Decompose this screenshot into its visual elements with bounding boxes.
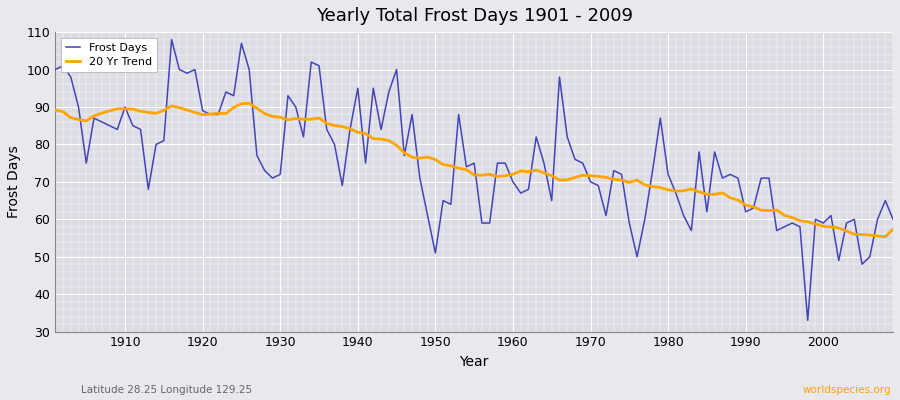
Text: worldspecies.org: worldspecies.org [803, 385, 891, 395]
Line: Frost Days: Frost Days [55, 40, 893, 320]
Line: 20 Yr Trend: 20 Yr Trend [55, 103, 893, 237]
Text: Latitude 28.25 Longitude 129.25: Latitude 28.25 Longitude 129.25 [81, 385, 252, 395]
20 Yr Trend [887, 227, 898, 232]
Title: Yearly Total Frost Days 1901 - 2009: Yearly Total Frost Days 1901 - 2009 [316, 7, 633, 25]
20 Yr Trend [880, 234, 891, 239]
X-axis label: Year: Year [460, 355, 489, 369]
20 Yr Trend [244, 101, 255, 106]
Y-axis label: Frost Days: Frost Days [7, 146, 21, 218]
20 Yr Trend [508, 172, 518, 176]
20 Yr Trend [50, 108, 60, 112]
20 Yr Trend [112, 106, 122, 111]
20 Yr Trend [516, 168, 526, 173]
Frost Days [508, 180, 518, 184]
Frost Days [516, 191, 526, 196]
20 Yr Trend [608, 177, 619, 182]
Frost Days [166, 37, 177, 42]
20 Yr Trend [291, 116, 302, 121]
Frost Days [50, 67, 60, 72]
Frost Days [291, 104, 302, 109]
20 Yr Trend [337, 124, 347, 129]
Frost Days [887, 217, 898, 222]
Frost Days [112, 127, 122, 132]
Frost Days [802, 318, 813, 323]
Frost Days [608, 168, 619, 173]
Frost Days [337, 183, 347, 188]
Legend: Frost Days, 20 Yr Trend: Frost Days, 20 Yr Trend [61, 38, 158, 72]
